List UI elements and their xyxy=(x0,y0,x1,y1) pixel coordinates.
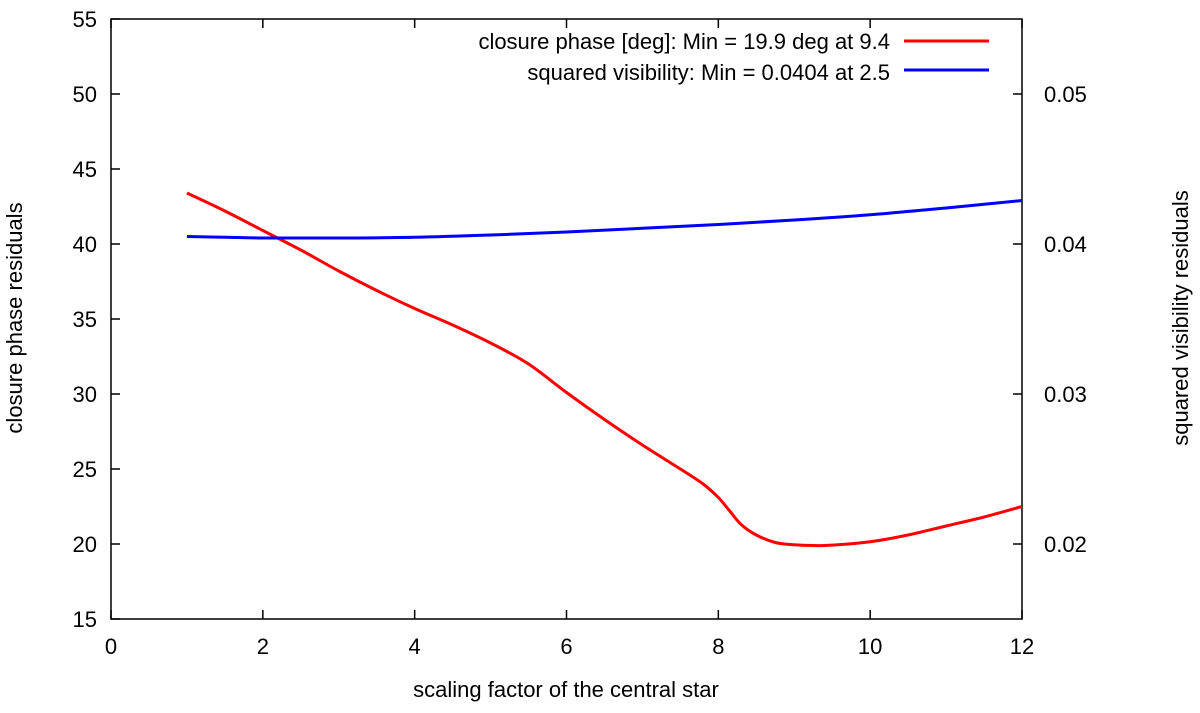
y-axis-title: closure phase residuals xyxy=(2,202,27,433)
x-tick-labels: 0 2 4 6 8 10 12 xyxy=(105,634,1034,659)
y-tick-labels: 15 20 25 30 35 40 45 50 55 xyxy=(73,7,97,632)
x-tick-label: 4 xyxy=(409,634,421,659)
y2-tick-label: 0.04 xyxy=(1044,232,1087,257)
y-tick-label: 55 xyxy=(73,7,97,32)
y-tick-label: 40 xyxy=(73,232,97,257)
x-tick-label: 12 xyxy=(1010,634,1034,659)
y-tick-label: 15 xyxy=(73,607,97,632)
x-tick-label: 6 xyxy=(560,634,572,659)
squared-visibility-line xyxy=(186,199,1023,240)
y2-tick-labels: 0.02 0.03 0.04 0.05 xyxy=(1044,82,1087,557)
y2-axis-title: squared visibility residuals xyxy=(1168,190,1193,446)
x-tick-label: 2 xyxy=(257,634,269,659)
legend-label-closure-phase: closure phase [deg]: Min = 19.9 deg at 9… xyxy=(478,29,890,54)
x-tick-label: 0 xyxy=(105,634,117,659)
y2-tick-label: 0.03 xyxy=(1044,382,1087,407)
plot-frame xyxy=(110,18,1023,620)
y-tick-label: 50 xyxy=(73,82,97,107)
y-tick-label: 25 xyxy=(73,457,97,482)
legend-label-squared-visibility: squared visibility: Min = 0.0404 at 2.5 xyxy=(527,60,890,85)
tick-marks xyxy=(110,18,1023,620)
legend: closure phase [deg]: Min = 19.9 deg at 9… xyxy=(478,29,989,85)
x-tick-label: 8 xyxy=(712,634,724,659)
y-tick-label: 20 xyxy=(73,532,97,557)
x-tick-label: 10 xyxy=(858,634,882,659)
x-axis-title: scaling factor of the central star xyxy=(413,677,719,702)
y-tick-label: 35 xyxy=(73,307,97,332)
y-tick-label: 30 xyxy=(73,382,97,407)
y2-tick-label: 0.05 xyxy=(1044,82,1087,107)
y2-tick-label: 0.02 xyxy=(1044,532,1087,557)
y-tick-label: 45 xyxy=(73,157,97,182)
closure-phase-line xyxy=(186,191,1023,548)
series-lines xyxy=(186,191,1023,548)
